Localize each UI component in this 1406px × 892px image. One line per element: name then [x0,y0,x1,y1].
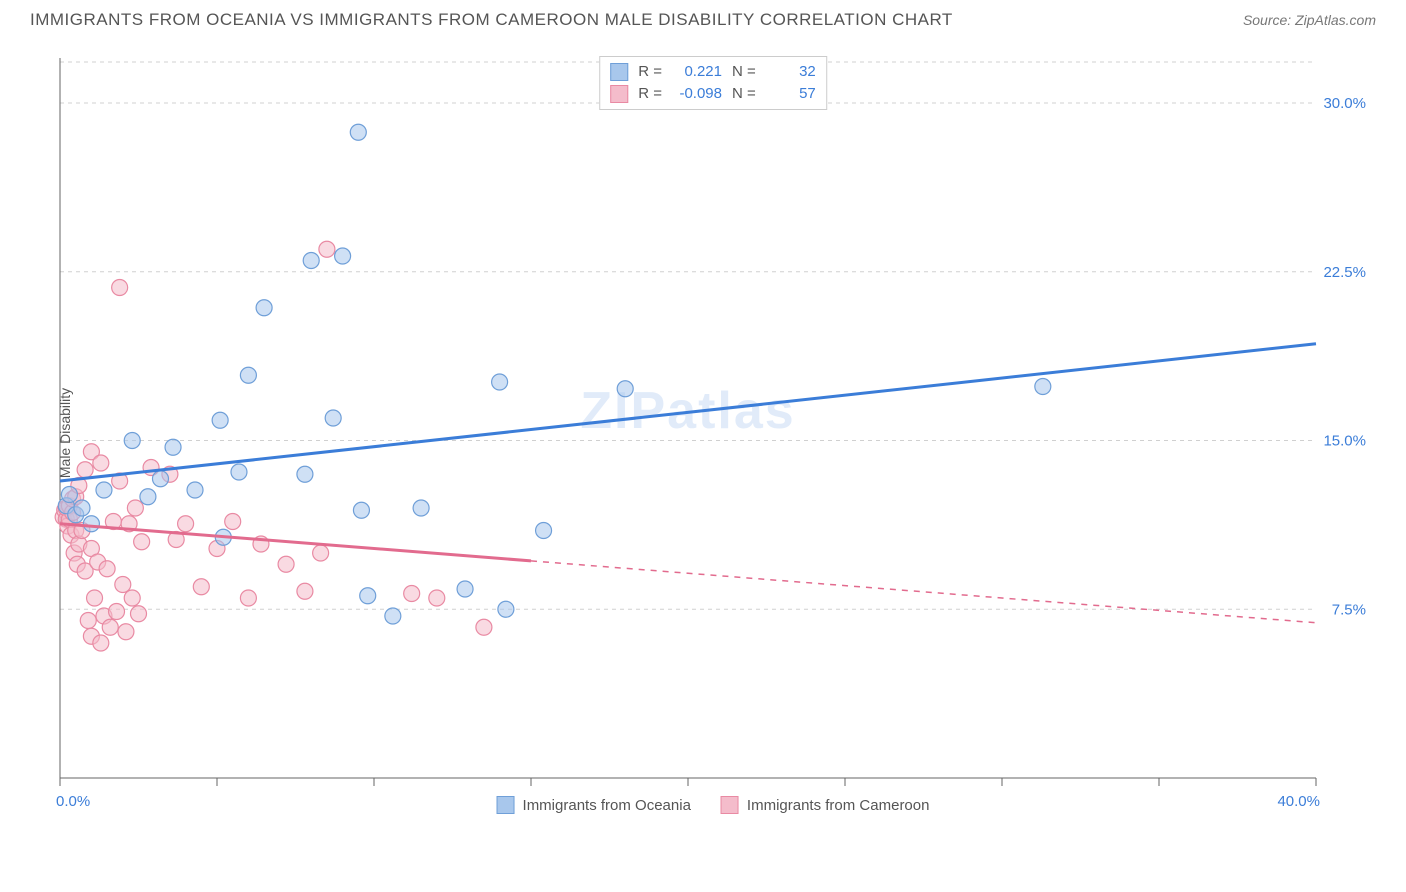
stat-r-label: R = [638,61,662,83]
svg-text:40.0%: 40.0% [1277,793,1320,810]
chart-area: Male Disability 7.5% 15.0% 22.5% 30.0% 0.0% 4… [50,48,1376,818]
swatch-cameroon [721,796,739,814]
legend-item-oceania: Immigrants from Oceania [497,796,691,814]
legend-label: Immigrants from Cameroon [747,797,930,814]
swatch-oceania [610,63,628,81]
legend-item-cameroon: Immigrants from Cameroon [721,796,930,814]
stat-n-label: N = [732,83,756,105]
stats-row-cameroon: R = -0.098 N = 57 [610,83,816,105]
y-axis-label: Male Disability [57,388,73,478]
svg-text:22.5%: 22.5% [1323,264,1366,281]
stats-row-oceania: R = 0.221 N = 32 [610,61,816,83]
stat-n-value: 32 [766,61,816,83]
swatch-cameroon [610,85,628,103]
legend-label: Immigrants from Oceania [523,797,691,814]
scatter-chart: 7.5%15.0%22.5%30.0%0.0%40.0%ZIPatlas [50,48,1376,818]
stat-r-value: -0.098 [672,83,722,105]
stat-n-value: 57 [766,83,816,105]
chart-title: IMMIGRANTS FROM OCEANIA VS IMMIGRANTS FR… [30,10,953,30]
swatch-oceania [497,796,515,814]
stat-r-label: R = [638,83,662,105]
svg-text:30.0%: 30.0% [1323,95,1366,112]
svg-text:15.0%: 15.0% [1323,433,1366,450]
svg-text:0.0%: 0.0% [56,793,90,810]
stat-r-value: 0.221 [672,61,722,83]
stat-n-label: N = [732,61,756,83]
bottom-legend: Immigrants from Oceania Immigrants from … [497,796,930,814]
stats-legend-box: R = 0.221 N = 32 R = -0.098 N = 57 [599,56,827,110]
source-label: Source: ZipAtlas.com [1243,12,1376,28]
svg-text:7.5%: 7.5% [1332,601,1366,618]
